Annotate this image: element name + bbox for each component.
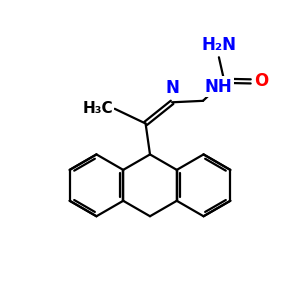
Text: N: N — [165, 79, 179, 97]
Text: H₃C: H₃C — [82, 101, 113, 116]
Text: NH: NH — [205, 78, 232, 96]
Text: H₂N: H₂N — [201, 36, 236, 54]
Text: O: O — [254, 72, 268, 90]
